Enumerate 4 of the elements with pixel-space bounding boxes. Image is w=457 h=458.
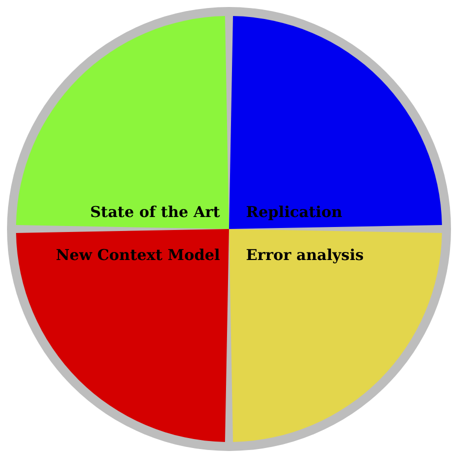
slice-label: State of the Art — [90, 203, 220, 221]
slice-label: Error analysis — [246, 246, 364, 264]
slice-label: New Context Model — [56, 246, 220, 264]
slice-label: Replication — [246, 203, 342, 221]
